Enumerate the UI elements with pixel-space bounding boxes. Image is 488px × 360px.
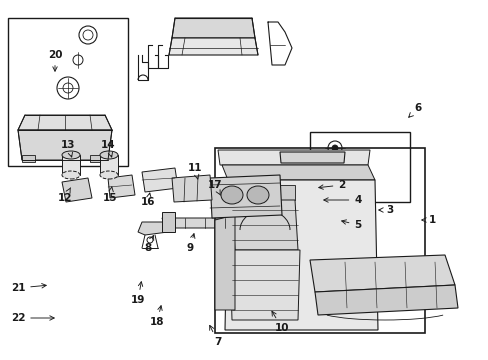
- Text: 19: 19: [131, 282, 145, 305]
- Text: 4: 4: [323, 195, 361, 205]
- Text: 2: 2: [318, 180, 345, 190]
- Polygon shape: [231, 200, 297, 250]
- Text: 7: 7: [209, 325, 221, 347]
- Polygon shape: [18, 130, 112, 160]
- Text: 14: 14: [101, 140, 115, 157]
- Text: 6: 6: [408, 103, 421, 117]
- Polygon shape: [138, 222, 168, 235]
- Polygon shape: [309, 255, 454, 292]
- Text: 21: 21: [11, 283, 46, 293]
- Text: 12: 12: [58, 188, 72, 203]
- Text: 20: 20: [48, 50, 62, 71]
- Ellipse shape: [246, 186, 268, 204]
- Polygon shape: [169, 38, 258, 55]
- Text: 13: 13: [61, 140, 75, 157]
- Polygon shape: [62, 178, 92, 202]
- Polygon shape: [100, 155, 118, 175]
- Polygon shape: [18, 115, 112, 130]
- Text: 9: 9: [186, 234, 195, 253]
- Polygon shape: [172, 175, 212, 202]
- Circle shape: [331, 145, 337, 151]
- Ellipse shape: [100, 171, 118, 179]
- Polygon shape: [162, 212, 175, 232]
- Polygon shape: [317, 155, 341, 175]
- Polygon shape: [235, 185, 294, 200]
- Ellipse shape: [100, 151, 118, 159]
- Polygon shape: [280, 152, 345, 163]
- Polygon shape: [222, 165, 374, 180]
- Text: 1: 1: [421, 215, 435, 225]
- Ellipse shape: [62, 171, 80, 179]
- Text: 17: 17: [207, 180, 222, 195]
- Polygon shape: [314, 285, 457, 315]
- Polygon shape: [215, 215, 235, 310]
- Bar: [309, 132, 409, 202]
- Polygon shape: [229, 250, 299, 320]
- Polygon shape: [218, 150, 369, 165]
- Text: 3: 3: [378, 205, 393, 215]
- Bar: [215, 148, 424, 333]
- Polygon shape: [90, 155, 108, 162]
- Polygon shape: [209, 175, 282, 218]
- Text: 22: 22: [11, 313, 54, 323]
- Polygon shape: [22, 155, 35, 162]
- Text: 8: 8: [144, 235, 153, 253]
- Polygon shape: [162, 218, 244, 228]
- Bar: [8, 18, 128, 166]
- Ellipse shape: [221, 186, 243, 204]
- Polygon shape: [224, 180, 377, 330]
- Text: 15: 15: [102, 187, 117, 203]
- Text: 11: 11: [187, 163, 202, 179]
- Ellipse shape: [62, 151, 80, 159]
- Polygon shape: [62, 155, 80, 175]
- Text: 18: 18: [149, 306, 164, 327]
- Polygon shape: [172, 18, 254, 38]
- Polygon shape: [142, 168, 178, 192]
- Text: 5: 5: [341, 220, 361, 230]
- Text: 16: 16: [141, 193, 155, 207]
- Text: 10: 10: [271, 311, 289, 333]
- Polygon shape: [108, 175, 135, 198]
